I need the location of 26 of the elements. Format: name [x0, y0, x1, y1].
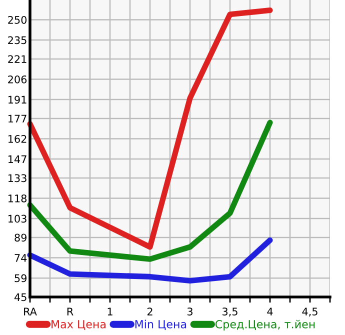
- x-tick-label: 4,5: [302, 308, 318, 317]
- y-tick-label: 59: [14, 274, 26, 282]
- y-tick-label: 103: [8, 214, 26, 223]
- legend-label: Max Цена: [52, 320, 106, 330]
- legend-label: Сред.Цена, т.йен: [215, 320, 315, 331]
- x-tick-label: 4: [267, 308, 273, 316]
- y-tick-label: 206: [8, 75, 27, 84]
- y-tick-label: 177: [8, 114, 26, 122]
- legend-label: Min Цена: [135, 320, 186, 330]
- x-tick-label: 3: [187, 308, 192, 316]
- y-tick-label: 74: [14, 254, 27, 262]
- y-tick-label: 45: [14, 293, 26, 302]
- y-tick-label: 89: [14, 234, 26, 242]
- y-tick-label: 191: [8, 96, 26, 104]
- x-tick-label: 3,5: [222, 308, 238, 317]
- y-tick-label: 133: [8, 174, 26, 182]
- y-tick-label: 147: [8, 155, 26, 164]
- y-tick-label: 221: [8, 55, 26, 63]
- x-tick-label: 1: [108, 308, 112, 316]
- y-tick-label: 235: [8, 36, 26, 44]
- y-tick-label: 162: [8, 134, 26, 143]
- x-tick-label: RA: [24, 308, 37, 316]
- y-tick-label: 118: [8, 194, 27, 202]
- x-tick-label: R: [67, 308, 74, 316]
- x-tick-label: 2: [147, 308, 152, 316]
- y-tick-label: 250: [8, 16, 27, 24]
